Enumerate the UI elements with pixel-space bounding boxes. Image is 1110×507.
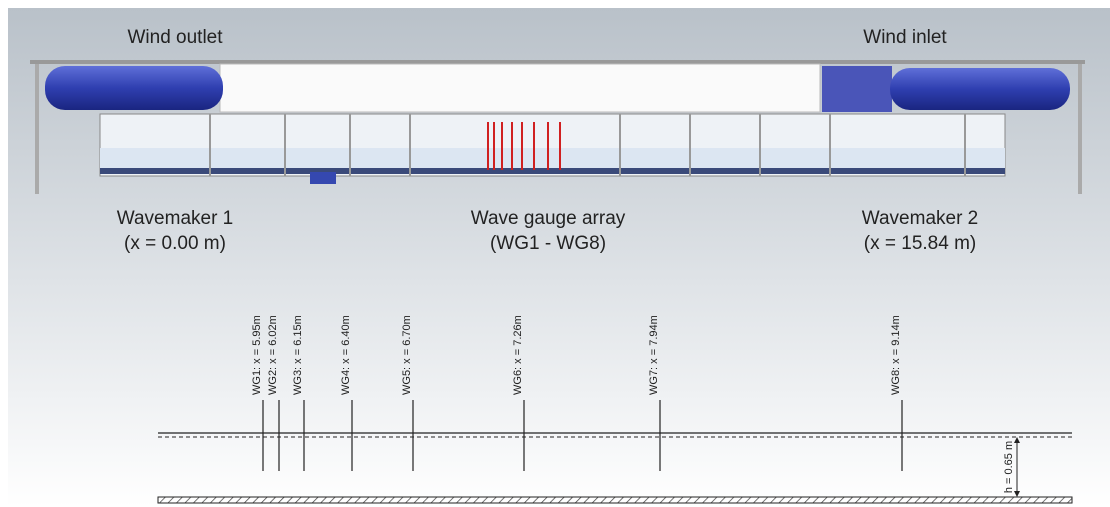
pump [310,172,336,184]
array-range: (WG1 - WG8) [490,233,606,254]
wind-section [219,63,821,113]
gauge-label: WG8: x = 9.14m [890,315,902,395]
gauge-label: WG6: x = 7.26m [512,315,524,395]
gauge-label: WG2: x = 6.02m [267,315,279,395]
wavemaker1-label: Wavemaker 1 [117,208,234,229]
wavemaker1-position: (x = 0.00 m) [124,233,226,254]
wind-outlet-label: Wind outlet [127,27,223,48]
wavemaker2-label: Wavemaker 2 [862,208,979,229]
tank-floor [100,168,1005,174]
gauges: WG1: x = 5.95m WG2: x = 6.02m WG3: x = 6.1… [251,315,903,471]
top-rail [30,60,1085,64]
depth-label: h = 0.65 m [1003,441,1015,493]
depth-arrowheads [1014,437,1020,497]
array-label: Wave gauge array [471,208,626,229]
gauge-label: WG5: x = 6.70m [401,315,413,395]
gauge-rods [487,122,561,170]
right-post [1078,64,1082,194]
gauge-label: WG4: x = 6.40m [340,315,352,395]
wind-inlet-label: Wind inlet [863,27,947,48]
wavemaker2-position: (x = 15.84 m) [864,233,976,254]
inlet-box [822,66,892,112]
tank-bottom [157,496,1073,504]
frame-posts [209,114,966,176]
outlet-tube [45,66,223,110]
tank-water [100,148,1005,168]
gauge-label: WG7: x = 7.94m [648,315,660,395]
gauge-label: WG1: x = 5.95m [251,315,263,395]
left-post [35,64,39,194]
inlet-tube [890,68,1070,110]
gauge-label: WG3: x = 6.15m [292,315,304,395]
